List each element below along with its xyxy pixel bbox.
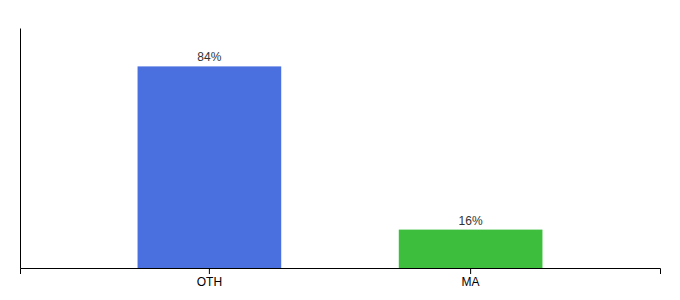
x-tick-label: MA (462, 275, 480, 289)
plot-area: OTH MA 84% 16% (21, 29, 661, 289)
x-tick-mark (470, 268, 471, 274)
x-tick-mark (209, 268, 210, 274)
bar (138, 66, 282, 268)
x-axis: OTH MA (21, 268, 661, 289)
chart: OTH MA 84% 16% (0, 0, 680, 300)
bars (138, 66, 543, 268)
y-axis-line (20, 29, 21, 269)
x-tick: MA (462, 268, 480, 289)
data-label: 16% (459, 214, 483, 228)
data-label: 84% (197, 50, 221, 64)
y-axis (20, 29, 21, 269)
bar (399, 230, 543, 268)
x-axis-line (21, 269, 661, 275)
x-tick: OTH (197, 268, 222, 289)
x-tick-label: OTH (197, 275, 222, 289)
data-labels: 84% 16% (197, 50, 483, 227)
